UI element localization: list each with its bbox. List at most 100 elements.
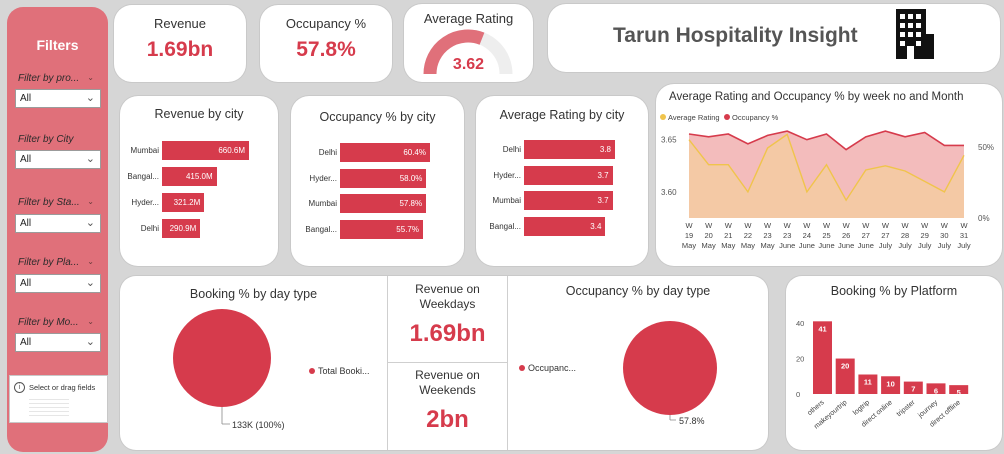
category-label: tripster bbox=[896, 399, 917, 419]
bar[interactable] bbox=[162, 219, 201, 238]
gauge-fill bbox=[423, 29, 485, 75]
filters-title: Filters bbox=[36, 37, 79, 53]
x-tick-label: May bbox=[760, 241, 774, 250]
chevron-down-icon[interactable]: ⌄ bbox=[87, 317, 94, 326]
data-label: 55.7% bbox=[396, 224, 419, 234]
bar[interactable] bbox=[162, 141, 249, 160]
category-label: Hyder... bbox=[493, 170, 521, 180]
x-tick-label: July bbox=[879, 241, 893, 250]
kpi-occupancy-label: Occupancy % bbox=[285, 16, 367, 31]
kpi-revenue-label: Revenue bbox=[153, 16, 207, 31]
add-field-well[interactable]: i Select or drag fields bbox=[9, 375, 108, 423]
rating-gauge bbox=[423, 29, 513, 75]
x-tick-label: W bbox=[902, 221, 910, 230]
y2-tick-label: 50% bbox=[978, 143, 994, 152]
kpi-rating-label: Average Rating bbox=[423, 11, 514, 26]
x-tick-label: W bbox=[705, 221, 713, 230]
bar[interactable] bbox=[524, 140, 615, 159]
filter-select-platform[interactable]: All ⌄ bbox=[15, 274, 101, 293]
bar[interactable] bbox=[162, 167, 217, 186]
x-tick-label: June bbox=[838, 241, 854, 250]
chevron-down-icon[interactable]: ⌄ bbox=[87, 257, 94, 266]
legend-label: Average Rating bbox=[668, 113, 720, 122]
x-tick-label: W bbox=[941, 221, 949, 230]
x-tick-label: 23 bbox=[783, 231, 791, 240]
chevron-down-icon[interactable]: ⌄ bbox=[87, 197, 94, 206]
day-type-panel: Booking % by day type Total Booki... 133… bbox=[120, 276, 768, 450]
data-label: 290.9M bbox=[169, 224, 197, 233]
fields-hint: Select or drag fields bbox=[29, 383, 96, 392]
kpi-revenue-card: Revenue 1.69bn bbox=[114, 5, 246, 82]
weekend-revenue-value: 2bn bbox=[426, 406, 469, 433]
building-icon bbox=[896, 9, 934, 59]
weekday-revenue-value: 1.69bn bbox=[409, 320, 486, 347]
bar[interactable] bbox=[524, 165, 613, 185]
x-tick-label: 24 bbox=[803, 231, 811, 240]
data-label: 20 bbox=[841, 362, 849, 371]
bar bbox=[949, 385, 969, 394]
data-label: 133K (100%) bbox=[232, 420, 285, 430]
occupancy-line bbox=[688, 130, 964, 151]
filter-select-month[interactable]: All ⌄ bbox=[15, 333, 101, 352]
x-tick-label: W bbox=[784, 221, 792, 230]
chevron-down-icon: ⌄ bbox=[85, 277, 95, 289]
x-tick-label: 31 bbox=[960, 231, 968, 240]
y-tick-label: 20 bbox=[796, 355, 804, 364]
legend-dot bbox=[724, 114, 730, 120]
rating-line bbox=[688, 133, 965, 202]
x-tick-label: May bbox=[682, 241, 696, 250]
x-tick-label: W bbox=[921, 221, 929, 230]
x-tick-label: June bbox=[858, 241, 874, 250]
bar[interactable] bbox=[162, 193, 205, 212]
divider bbox=[387, 276, 388, 450]
filter-select-property[interactable]: All ⌄ bbox=[15, 89, 101, 108]
x-tick-label: July bbox=[898, 241, 912, 250]
x-tick-label: June bbox=[779, 241, 795, 250]
weekday-revenue-label: Revenue on Weekdays bbox=[415, 282, 480, 311]
x-tick-label: 30 bbox=[940, 231, 948, 240]
info-icon: i bbox=[14, 382, 25, 393]
category-label: Bangal... bbox=[305, 224, 337, 234]
data-label: 10 bbox=[886, 379, 894, 388]
category-label: Mumbai bbox=[492, 196, 521, 205]
x-tick-label: W bbox=[764, 221, 772, 230]
x-tick-label: 27 bbox=[862, 231, 870, 240]
chevron-down-icon[interactable]: ⌄ bbox=[87, 73, 94, 82]
field-list-preview bbox=[29, 396, 69, 416]
filter-select-city[interactable]: All ⌄ bbox=[15, 150, 101, 169]
bar[interactable] bbox=[340, 143, 430, 162]
data-label: 11 bbox=[864, 378, 872, 387]
x-tick-label: W bbox=[744, 221, 752, 230]
legend-label: Occupancy % bbox=[732, 113, 779, 122]
data-label: 3.7 bbox=[597, 196, 609, 205]
category-label: others bbox=[806, 399, 826, 417]
bar[interactable] bbox=[340, 168, 427, 188]
x-tick-label: 27 bbox=[881, 231, 889, 240]
platform-bar-svg: 4020041others20makeyourtrip11logtrip10di… bbox=[796, 319, 969, 431]
bar[interactable] bbox=[524, 191, 613, 210]
x-tick-label: W bbox=[823, 221, 831, 230]
bar-area: Delhi 3.8 Hyder... 3.7 Mumbai 3.7 Bangal... 3.4 bbox=[476, 96, 648, 266]
bar bbox=[813, 321, 832, 394]
bar-area: Mumbai 660.6M Bangal... 415.0M Hyder... 321.2… bbox=[120, 96, 278, 266]
y-tick-label: 3.65 bbox=[661, 136, 677, 145]
x-tick-label: W bbox=[725, 221, 733, 230]
chart-title: Occupancy % by day type bbox=[565, 284, 711, 298]
bar[interactable] bbox=[524, 216, 606, 236]
bar bbox=[903, 381, 923, 394]
x-tick-label: May bbox=[702, 241, 716, 250]
legend-label: Total Booki... bbox=[318, 366, 370, 376]
bar[interactable] bbox=[340, 219, 423, 239]
chart-occupancy-by-city: Occupancy % by city Delhi 60.4% Hyder... 58… bbox=[291, 96, 464, 266]
filter-label-status: Filter by Sta... bbox=[18, 197, 80, 208]
chart-rating-by-city: Average Rating by city Delhi 3.8 Hyder... 3… bbox=[476, 96, 648, 266]
category-label: Mumbai bbox=[308, 199, 337, 208]
category-label: Bangal... bbox=[489, 221, 521, 231]
pie-occupancy-day-type: Occupanc... 57.8% bbox=[519, 321, 717, 426]
x-tick-label: W bbox=[685, 221, 693, 230]
data-label: 57.8% bbox=[399, 199, 423, 208]
filter-select-status[interactable]: All ⌄ bbox=[15, 214, 101, 233]
bar[interactable] bbox=[340, 194, 427, 213]
y-tick-label: 40 bbox=[796, 319, 804, 328]
y-tick-label: 0 bbox=[796, 390, 800, 399]
